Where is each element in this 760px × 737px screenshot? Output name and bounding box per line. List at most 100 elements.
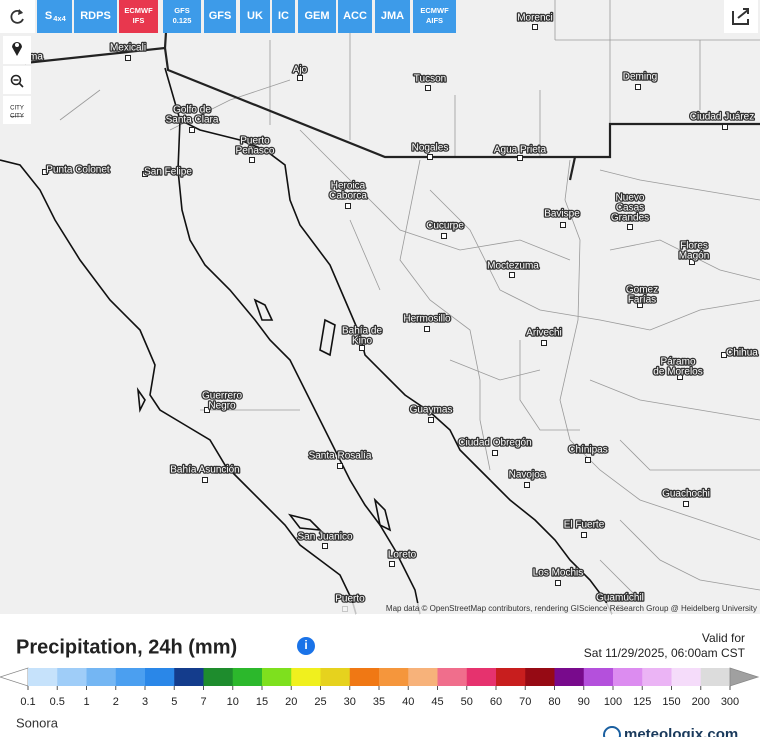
color-step [379, 668, 409, 686]
model-button[interactable] [298, 0, 336, 33]
city-dot [492, 450, 498, 456]
scale-label: 50 [461, 696, 473, 708]
city-label: Mexicali [110, 43, 146, 54]
city-label: Ajo [293, 65, 308, 76]
scale-label: 60 [490, 696, 502, 708]
city-label: Nogales [412, 143, 449, 154]
city-label: Casas [616, 203, 644, 214]
city-label: Guachochi [662, 489, 710, 500]
city-label: Magón [679, 251, 710, 262]
city-dot [189, 127, 195, 133]
color-step [583, 668, 614, 686]
city-label: Kino [352, 336, 372, 347]
city-label: Flores [680, 241, 708, 252]
city-label: El Fuerte [564, 520, 605, 531]
logo-icon [603, 726, 621, 737]
city-dot [428, 417, 434, 423]
city-label: Los Mochis [533, 568, 584, 579]
model-button[interactable] [272, 0, 295, 33]
color-step [320, 668, 351, 686]
color-step [291, 668, 321, 686]
city-icon-text: CITY [10, 114, 24, 120]
model-button[interactable] [37, 0, 72, 33]
city-label: Páramo [660, 357, 695, 368]
city-label: Agua Prieta [494, 145, 547, 156]
city-label: Arivechi [526, 328, 562, 339]
scale-label: 35 [373, 696, 385, 708]
refresh-button[interactable] [0, 0, 35, 33]
pin-hole [15, 43, 19, 47]
city-dot [389, 561, 395, 567]
scale-label: 2 [113, 696, 119, 708]
city-dot [627, 224, 633, 230]
scale-label: 30 [344, 696, 356, 708]
color-step [145, 668, 175, 686]
city-dot [637, 302, 643, 308]
scale-label: 25 [314, 696, 326, 708]
refresh-arrow [18, 9, 23, 15]
button-label: GEM [304, 10, 329, 22]
color-step [437, 668, 468, 686]
city-dot [689, 259, 695, 265]
button-label: JMA [381, 10, 404, 22]
map[interactable]: ma Mexicali Morenci Ajo Tucson Deming Ciudad J… [0, 0, 760, 615]
info-button[interactable] [297, 637, 315, 655]
city-dot [541, 340, 547, 346]
scale-label: 20 [285, 696, 297, 708]
city-dot [322, 543, 328, 549]
color-step [28, 668, 58, 686]
color-step [115, 668, 146, 686]
scale-label: 45 [431, 696, 443, 708]
city-label: Loreto [388, 550, 417, 561]
color-step [408, 668, 438, 686]
city-label: Morenci [517, 13, 553, 24]
city-label: Nuevo [616, 193, 645, 204]
city-label: Hermosillo [403, 314, 451, 325]
city-dot [345, 203, 351, 209]
scale-label: 0.5 [50, 696, 65, 708]
city-label: Puerto [335, 594, 365, 605]
button-label: ECMWF [420, 6, 449, 15]
scale-label: 100 [604, 696, 622, 708]
scale-label: 1 [83, 696, 89, 708]
color-step [466, 668, 497, 686]
valid-for: Sat 11/29/2025, 06:00am CST [584, 646, 746, 660]
model-button[interactable] [74, 0, 117, 33]
city-label: Punta Colonet [46, 165, 110, 176]
model-button[interactable] [119, 0, 158, 33]
button-label: AIFS [426, 16, 443, 25]
valid-for-label: Valid for [702, 631, 745, 645]
color-step [613, 668, 643, 686]
model-button[interactable] [413, 0, 456, 33]
model-button[interactable] [204, 0, 236, 33]
button-label: GFS [174, 6, 189, 15]
city-dot [560, 222, 566, 228]
city-dot [142, 171, 148, 177]
city-toggle-button[interactable] [3, 96, 31, 124]
color-step [671, 668, 702, 686]
city-label: Guamúchil [596, 593, 644, 604]
city-label: Caborca [329, 191, 367, 202]
color-step [232, 668, 263, 686]
city-label: de Morelos [653, 367, 702, 378]
scale-label: 200 [692, 696, 710, 708]
city-label: Bavispe [544, 209, 580, 220]
button-label: ACC [343, 10, 367, 22]
admin-lines [59, 0, 760, 601]
color-step [525, 668, 555, 686]
city-label: Santa Rosalía [309, 451, 372, 462]
city-label: Deming [623, 72, 657, 83]
color-step [174, 668, 204, 686]
color-step [203, 668, 234, 686]
model-button[interactable] [240, 0, 270, 33]
model-button[interactable] [375, 0, 410, 33]
scale-label: 40 [402, 696, 414, 708]
model-button[interactable] [163, 0, 201, 33]
scale-label: 15 [256, 696, 268, 708]
zoom-icon [10, 74, 22, 86]
color-step [349, 668, 380, 686]
city-label: Chínipas [568, 445, 607, 456]
scale-label: 5 [171, 696, 177, 708]
model-button[interactable] [338, 0, 372, 33]
